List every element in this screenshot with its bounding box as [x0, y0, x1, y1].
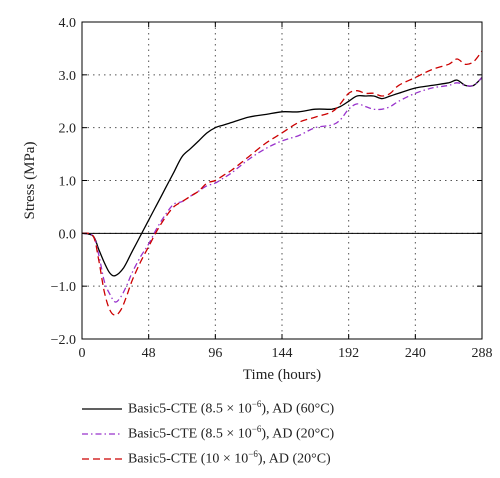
axis-ticks: 0 48 96 144 192 240 288 −2.0 −1.0 0.0 1.0 2.0 3.0 4.0 — [51, 16, 493, 361]
stress-time-chart: 0 48 96 144 192 240 288 −2.0 −1.0 0.0 1.0 2.0 3.0 4.0… — [22, 16, 493, 383]
x-axis-title: Time (hours) — [243, 367, 321, 383]
legend-label: Basic5-CTE (8.5 × 10−6), AD (60°C) — [128, 399, 335, 417]
series-line-3 — [81, 50, 483, 316]
legend-item-3: Basic5-CTE (10 × 10−6), AD (20°C) — [82, 446, 334, 471]
series-line-2 — [81, 77, 483, 303]
y-tick-label: 3.0 — [59, 69, 77, 84]
series-line-1 — [81, 77, 483, 277]
x-tick-label: 48 — [142, 346, 156, 361]
x-tick-label: 192 — [338, 346, 359, 361]
legend-item-2: Basic5-CTE (8.5 × 10−6), AD (20°C) — [82, 421, 334, 446]
x-tick-label: 0 — [79, 346, 86, 361]
y-tick-label: 2.0 — [59, 122, 77, 137]
y-axis-title: Stress (MPa) — [22, 142, 38, 220]
legend-item-1: Basic5-CTE (8.5 × 10−6), AD (60°C) — [82, 396, 334, 421]
y-tick-label: −1.0 — [51, 280, 76, 295]
legend: Basic5-CTE (8.5 × 10−6), AD (60°C) Basic5… — [82, 396, 334, 471]
x-tick-label: 144 — [272, 346, 293, 361]
y-tick-label: 4.0 — [59, 16, 77, 31]
legend-label: Basic5-CTE (10 × 10−6), AD (20°C) — [128, 449, 331, 467]
y-tick-label: 1.0 — [59, 175, 77, 190]
x-tick-label: 288 — [472, 346, 493, 361]
x-tick-label: 96 — [208, 346, 222, 361]
legend-label: Basic5-CTE (8.5 × 10−6), AD (20°C) — [128, 424, 335, 442]
data-series — [81, 50, 483, 316]
plot-frame — [81, 21, 483, 340]
legend-swatch — [82, 432, 122, 435]
legend-swatch — [82, 457, 122, 460]
legend-swatch — [82, 407, 122, 410]
y-tick-label: 0.0 — [59, 227, 77, 242]
y-tick-label: −2.0 — [51, 333, 76, 348]
grid-lines — [82, 22, 482, 339]
x-tick-label: 240 — [405, 346, 426, 361]
